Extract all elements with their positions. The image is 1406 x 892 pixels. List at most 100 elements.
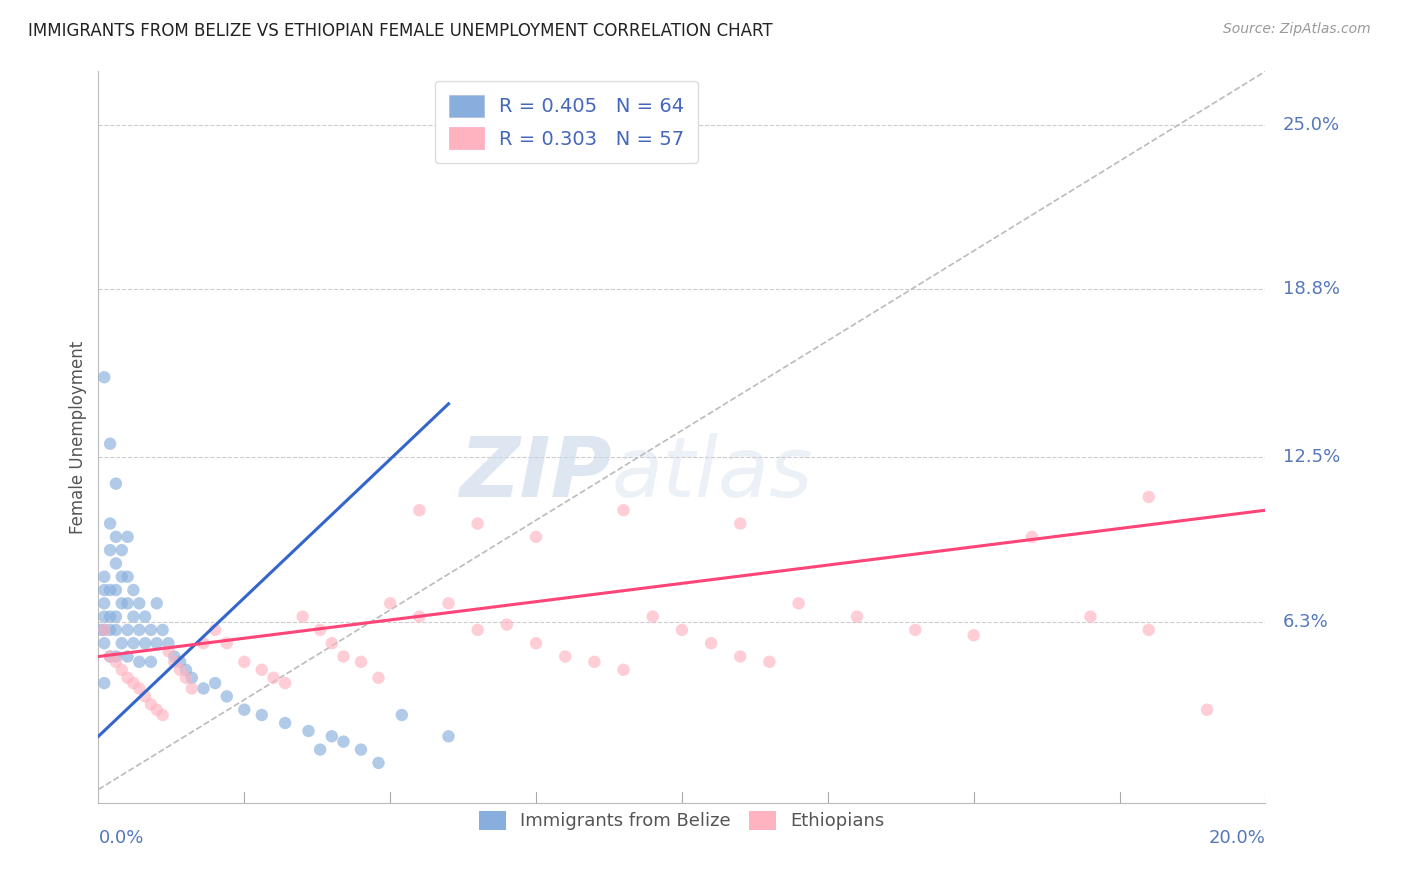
Point [332, 649, 354, 664]
Point [104, 655, 127, 669]
Point [104, 609, 127, 624]
Point [174, 663, 197, 677]
Text: 18.8%: 18.8% [1282, 280, 1340, 299]
Point [93, 582, 115, 597]
Point [93, 636, 115, 650]
Text: 25.0%: 25.0% [1282, 116, 1340, 134]
Point [122, 609, 145, 624]
Point [233, 703, 256, 717]
Point [169, 655, 191, 669]
Point [215, 690, 238, 704]
Point [117, 649, 139, 664]
Point [174, 671, 197, 685]
Point [380, 596, 402, 610]
Point [163, 655, 186, 669]
Point [612, 663, 634, 677]
Point [612, 503, 634, 517]
Point [297, 723, 319, 738]
Point [321, 636, 343, 650]
Point [524, 530, 547, 544]
Point [291, 609, 314, 624]
Point [758, 655, 780, 669]
Point [104, 582, 127, 597]
Point [104, 476, 127, 491]
Point [157, 636, 180, 650]
Point [98, 516, 121, 531]
Point [146, 596, 169, 610]
Point [467, 516, 489, 531]
Point [93, 623, 115, 637]
Point [139, 655, 162, 669]
Point [262, 671, 284, 685]
Point [1137, 490, 1160, 504]
Point [139, 698, 162, 712]
Point [700, 636, 723, 650]
Point [134, 609, 156, 624]
Point [104, 557, 127, 571]
Point [309, 742, 332, 756]
Text: 20.0%: 20.0% [1209, 830, 1265, 847]
Point [321, 729, 343, 743]
Point [128, 655, 150, 669]
Point [98, 649, 121, 664]
Point [408, 609, 430, 624]
Point [332, 734, 354, 748]
Point [93, 596, 115, 610]
Text: atlas: atlas [612, 434, 814, 514]
Point [157, 644, 180, 658]
Point [730, 649, 752, 664]
Point [117, 570, 139, 584]
Point [730, 516, 752, 531]
Text: ZIP: ZIP [460, 434, 612, 514]
Point [583, 655, 606, 669]
Point [146, 703, 169, 717]
Point [122, 582, 145, 597]
Point [117, 596, 139, 610]
Point [193, 636, 215, 650]
Point [139, 623, 162, 637]
Point [350, 655, 373, 669]
Point [904, 623, 927, 637]
Point [367, 671, 389, 685]
Point [146, 636, 169, 650]
Point [122, 676, 145, 690]
Point [274, 716, 297, 731]
Point [98, 436, 121, 450]
Point [134, 636, 156, 650]
Point [250, 663, 273, 677]
Point [274, 676, 297, 690]
Point [391, 708, 413, 723]
Point [98, 609, 121, 624]
Point [93, 609, 115, 624]
Point [1137, 623, 1160, 637]
Text: Source: ZipAtlas.com: Source: ZipAtlas.com [1223, 22, 1371, 37]
Point [962, 628, 984, 642]
Point [98, 543, 121, 558]
Point [180, 671, 202, 685]
Point [90, 623, 112, 637]
Point [467, 623, 489, 637]
Text: 6.3%: 6.3% [1282, 613, 1329, 631]
Point [180, 681, 202, 696]
Point [554, 649, 576, 664]
Point [367, 756, 389, 770]
Point [111, 663, 134, 677]
Point [193, 681, 215, 696]
Point [152, 623, 174, 637]
Text: 0.0%: 0.0% [98, 830, 143, 847]
Point [104, 649, 127, 664]
Point [524, 636, 547, 650]
Point [117, 671, 139, 685]
Point [117, 623, 139, 637]
Point [122, 636, 145, 650]
Legend: Immigrants from Belize, Ethiopians: Immigrants from Belize, Ethiopians [471, 804, 893, 838]
Y-axis label: Female Unemployment: Female Unemployment [69, 341, 87, 533]
Point [128, 681, 150, 696]
Text: 12.5%: 12.5% [1282, 448, 1340, 466]
Point [215, 636, 238, 650]
Point [93, 623, 115, 637]
Point [250, 708, 273, 723]
Point [1021, 530, 1043, 544]
Point [204, 623, 226, 637]
Point [104, 623, 127, 637]
